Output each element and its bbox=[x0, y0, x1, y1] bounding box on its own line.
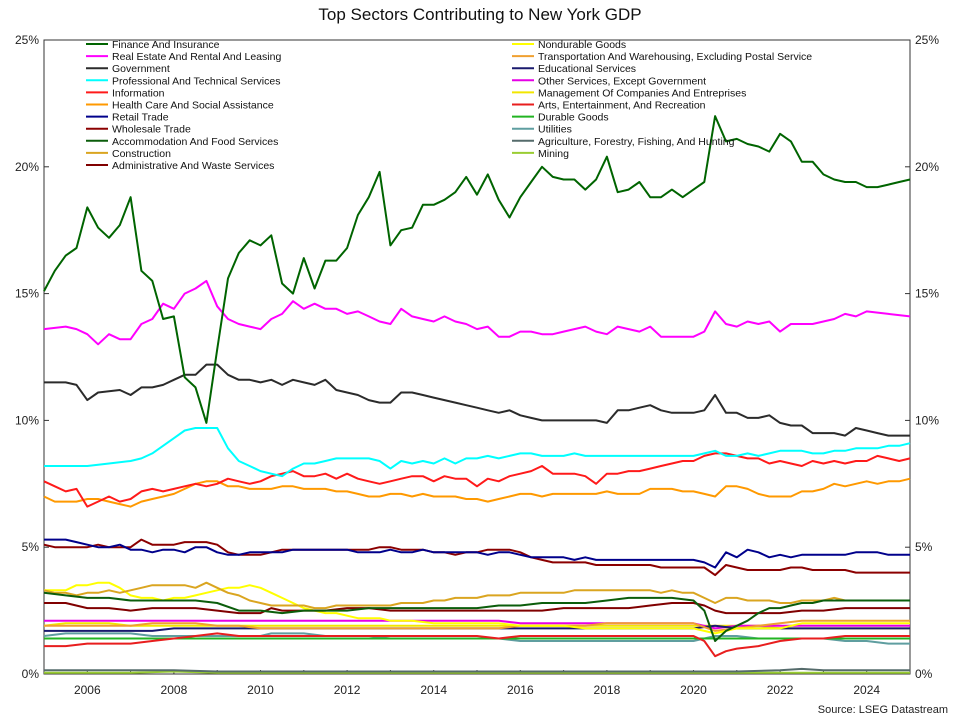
legend-label: Transportation And Warehousing, Excludin… bbox=[538, 51, 812, 63]
legend-label: Government bbox=[112, 63, 170, 75]
chart-title: Top Sectors Contributing to New York GDP bbox=[318, 5, 642, 24]
series-line-nondurable-goods bbox=[44, 581, 910, 635]
series-layer bbox=[43, 115, 911, 674]
series-line-professional-and-technical-services bbox=[44, 427, 911, 478]
series-line-mining bbox=[44, 670, 910, 674]
y-tick-label-right: 25% bbox=[915, 33, 939, 47]
legend-label: Retail Trade bbox=[112, 112, 169, 124]
legend-label: Agriculture, Forestry, Fishing, And Hunt… bbox=[538, 136, 735, 148]
x-tick-label: 2018 bbox=[594, 683, 621, 697]
series-line-health-care-and-social-assistance bbox=[43, 477, 911, 508]
series-line-agriculture-forestry-fishing-and-hunting bbox=[44, 667, 910, 673]
series-line-government bbox=[44, 363, 910, 437]
legend-label: Nondurable Goods bbox=[538, 39, 626, 51]
series-line-finance-and-insurance bbox=[43, 115, 911, 424]
y-tick-label-right: 0% bbox=[915, 667, 933, 681]
legend-label: Arts, Entertainment, And Recreation bbox=[538, 100, 706, 112]
legend-label: Educational Services bbox=[538, 63, 636, 75]
y-tick-label-right: 10% bbox=[915, 413, 939, 427]
legend-label: Durable Goods bbox=[538, 112, 609, 124]
legend-label: Finance And Insurance bbox=[112, 39, 220, 51]
y-tick-label-left: 15% bbox=[15, 287, 39, 301]
series-line-accommodation-and-food-services bbox=[43, 591, 910, 642]
y-tick-label-right: 5% bbox=[915, 540, 933, 554]
y-tick-label-left: 10% bbox=[15, 413, 39, 427]
legend-label: Utilities bbox=[538, 124, 572, 136]
series-line-arts-entertainment-and-recreation bbox=[44, 632, 910, 658]
x-tick-label: 2010 bbox=[247, 683, 274, 697]
y-tick-label-right: 20% bbox=[915, 160, 939, 174]
series-line-construction bbox=[43, 581, 910, 610]
legend-label: Accommodation And Food Services bbox=[112, 136, 278, 148]
chart-source: Source: LSEG Datastream bbox=[817, 704, 948, 716]
x-tick-label: 2014 bbox=[420, 683, 447, 697]
legend-label: Construction bbox=[112, 148, 171, 160]
axes-layer: 0% 0% 5% 5% 10% 10% 15% 15% 20% 20% 25% 25% 2006 2008… bbox=[15, 33, 939, 697]
legend-label: Other Services, Except Government bbox=[538, 75, 706, 87]
x-tick-label: 2012 bbox=[334, 683, 361, 697]
x-tick-label: 2020 bbox=[680, 683, 707, 697]
series-line-administrative-and-waste-services bbox=[44, 602, 910, 615]
series-line-retail-trade bbox=[44, 538, 910, 569]
legend-label: Information bbox=[112, 87, 165, 99]
series-line-information bbox=[43, 452, 911, 508]
x-tick-label: 2022 bbox=[767, 683, 794, 697]
y-tick-label-left: 5% bbox=[22, 540, 40, 554]
y-tick-label-right: 15% bbox=[915, 287, 939, 301]
x-tick-label: 2006 bbox=[74, 683, 101, 697]
x-tick-label: 2024 bbox=[853, 683, 880, 697]
series-line-real-estate-and-rental-and-leasing bbox=[43, 279, 911, 346]
series-line-transportation-and-warehousing-excluding-postal-service bbox=[44, 619, 910, 632]
y-tick-label-left: 20% bbox=[15, 160, 39, 174]
x-tick-label: 2016 bbox=[507, 683, 534, 697]
y-tick-label-left: 25% bbox=[15, 33, 39, 47]
legend-label: Professional And Technical Services bbox=[112, 75, 280, 87]
legend-label: Real Estate And Rental And Leasing bbox=[112, 51, 281, 63]
series-line-wholesale-trade bbox=[43, 538, 910, 577]
y-tick-label-left: 0% bbox=[22, 667, 40, 681]
series-line-other-services-except-government bbox=[44, 619, 910, 630]
legend-label: Health Care And Social Assistance bbox=[112, 100, 274, 112]
x-tick-label: 2008 bbox=[161, 683, 188, 697]
legend-label: Mining bbox=[538, 148, 569, 160]
legend-label: Management Of Companies And Entreprises bbox=[538, 87, 746, 99]
legend-label: Wholesale Trade bbox=[112, 124, 191, 136]
legend-label: Administrative And Waste Services bbox=[112, 160, 274, 172]
